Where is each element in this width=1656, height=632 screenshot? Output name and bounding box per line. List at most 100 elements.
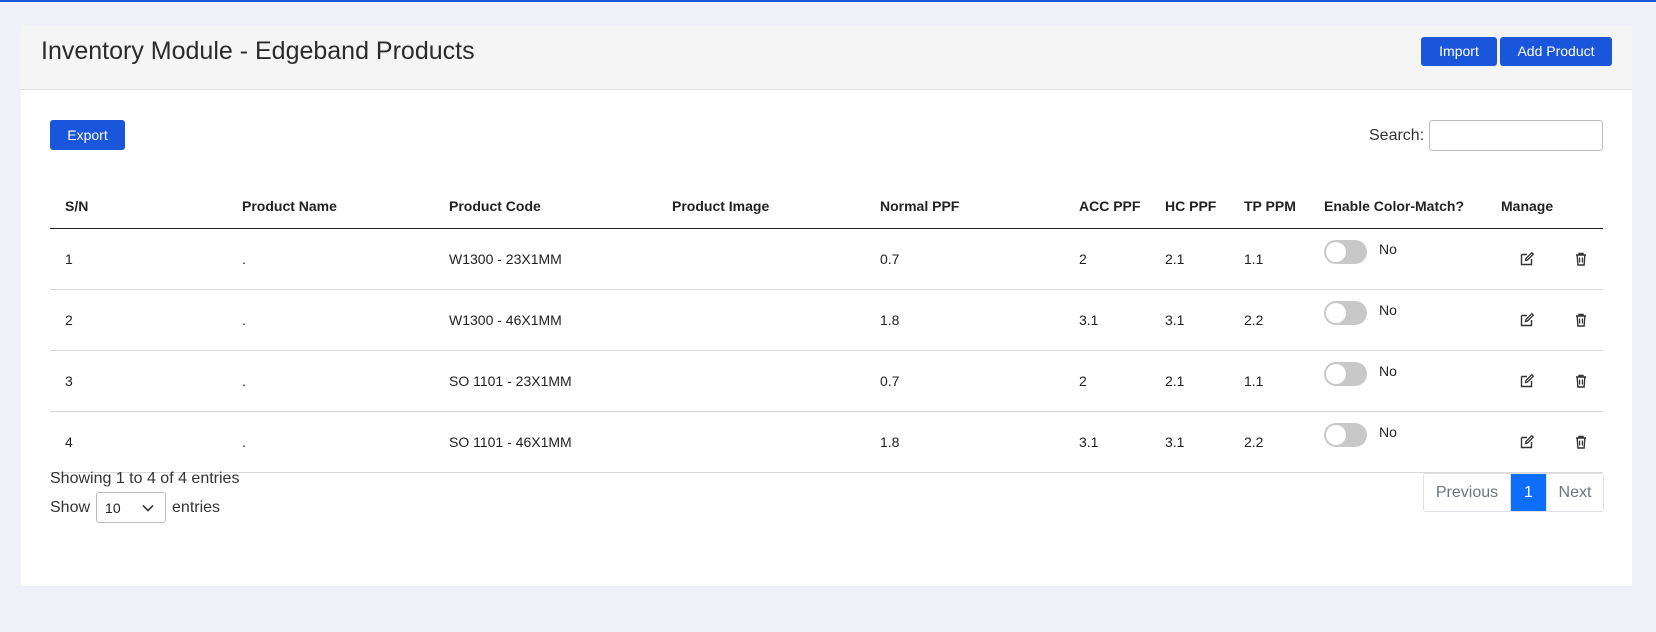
cell-product-code: W1300 - 23X1MM [449,228,672,290]
color-match-control: No [1324,362,1397,386]
color-match-toggle[interactable] [1324,423,1367,447]
toggle-knob [1326,364,1346,384]
edit-icon[interactable] [1519,373,1535,389]
cell-product-image [672,289,880,351]
cell-normal-ppf: 0.7 [880,228,1079,290]
cell-hc-ppf: 2.1 [1165,228,1244,290]
cell-color-match: No [1324,350,1501,412]
previous-page-button[interactable]: Previous [1424,474,1511,511]
page-size-control: Show 10 entries [50,492,220,523]
cell-color-match: No [1324,411,1501,473]
cell-manage [1501,411,1603,473]
edit-icon[interactable] [1519,434,1535,450]
cell-sn: 2 [50,289,242,351]
toggle-knob [1326,242,1346,262]
cell-product-code: SO 1101 - 46X1MM [449,411,672,473]
color-match-label: No [1379,363,1397,379]
cell-manage [1501,350,1603,412]
column-header-product-name[interactable]: Product Name [242,184,449,229]
column-header-sn[interactable]: S/N [50,184,242,229]
cell-tp-ppm: 1.1 [1244,228,1324,290]
column-header-acc-ppf[interactable]: ACC PPF [1079,184,1165,229]
cell-acc-ppf: 2 [1079,228,1165,290]
trash-icon[interactable] [1573,373,1589,389]
cell-acc-ppf: 3.1 [1079,289,1165,351]
show-label: Show [50,498,91,516]
cell-color-match: No [1324,228,1501,290]
cell-sn: 3 [50,350,242,412]
trash-icon[interactable] [1573,312,1589,328]
cell-manage [1501,228,1603,290]
column-header-normal-ppf[interactable]: Normal PPF [880,184,1079,229]
cell-tp-ppm: 2.2 [1244,289,1324,351]
cell-normal-ppf: 1.8 [880,289,1079,351]
table-row: 3 . SO 1101 - 23X1MM 0.7 2 2.1 1.1 No [50,350,1603,412]
cell-acc-ppf: 2 [1079,350,1165,412]
column-header-hc-ppf[interactable]: HC PPF [1165,184,1244,229]
cell-tp-ppm: 2.2 [1244,411,1324,473]
cell-tp-ppm: 1.1 [1244,350,1324,412]
cell-product-name: . [242,289,449,351]
column-header-enable-color-match[interactable]: Enable Color-Match? [1324,184,1501,229]
products-table: S/N Product Name Product Code Product Im… [50,184,1603,473]
page-size-select[interactable]: 10 [96,492,167,523]
cell-product-name: . [242,228,449,290]
next-page-button[interactable]: Next [1546,474,1603,511]
table-row: 1 . W1300 - 23X1MM 0.7 2 2.1 1.1 No [50,228,1603,290]
search-label: Search: [1369,127,1425,144]
table-header-row: S/N Product Name Product Code Product Im… [50,184,1603,229]
cell-product-image [672,411,880,473]
toggle-knob [1326,303,1346,323]
trash-icon[interactable] [1573,251,1589,267]
color-match-control: No [1324,240,1397,264]
table-row: 4 . SO 1101 - 46X1MM 1.8 3.1 3.1 2.2 No [50,411,1603,473]
entries-label: entries [172,498,221,516]
column-header-product-image[interactable]: Product Image [672,184,880,229]
page-1-button[interactable]: 1 [1511,474,1546,511]
cell-manage [1501,289,1603,351]
cell-sn: 1 [50,228,242,290]
color-match-label: No [1379,241,1397,257]
search-input[interactable] [1429,120,1603,151]
cell-hc-ppf: 3.1 [1165,411,1244,473]
page-title: Inventory Module - Edgeband Products [41,37,475,65]
cell-product-image [672,350,880,412]
cell-hc-ppf: 3.1 [1165,289,1244,351]
color-match-toggle[interactable] [1324,301,1367,325]
cell-product-image [672,228,880,290]
entries-info: Showing 1 to 4 of 4 entries [50,470,240,487]
pagination: Previous 1 Next [1423,473,1604,512]
color-match-control: No [1324,423,1397,447]
table-row: 2 . W1300 - 46X1MM 1.8 3.1 3.1 2.2 No [50,289,1603,351]
chevron-down-icon [142,504,154,512]
color-match-label: No [1379,424,1397,440]
column-header-product-code[interactable]: Product Code [449,184,672,229]
edit-icon[interactable] [1519,312,1535,328]
column-header-manage: Manage [1501,184,1603,229]
color-match-label: No [1379,302,1397,318]
cell-product-code: W1300 - 46X1MM [449,289,672,351]
color-match-toggle[interactable] [1324,240,1367,264]
color-match-control: No [1324,301,1397,325]
top-accent-line [0,0,1656,2]
page-size-value: 10 [105,499,121,516]
cell-sn: 4 [50,411,242,473]
edit-icon[interactable] [1519,251,1535,267]
cell-product-code: SO 1101 - 23X1MM [449,350,672,412]
cell-hc-ppf: 2.1 [1165,350,1244,412]
cell-acc-ppf: 3.1 [1079,411,1165,473]
trash-icon[interactable] [1573,434,1589,450]
cell-color-match: No [1324,289,1501,351]
toggle-knob [1326,425,1346,445]
export-button[interactable]: Export [50,120,125,150]
cell-normal-ppf: 1.8 [880,411,1079,473]
add-product-button[interactable]: Add Product [1500,37,1612,66]
products-card: Inventory Module - Edgeband Products Imp… [21,25,1632,586]
cell-normal-ppf: 0.7 [880,350,1079,412]
cell-product-name: . [242,411,449,473]
color-match-toggle[interactable] [1324,362,1367,386]
card-header: Inventory Module - Edgeband Products Imp… [21,25,1632,90]
import-button[interactable]: Import [1421,37,1497,66]
column-header-tp-ppm[interactable]: TP PPM [1244,184,1324,229]
cell-product-name: . [242,350,449,412]
